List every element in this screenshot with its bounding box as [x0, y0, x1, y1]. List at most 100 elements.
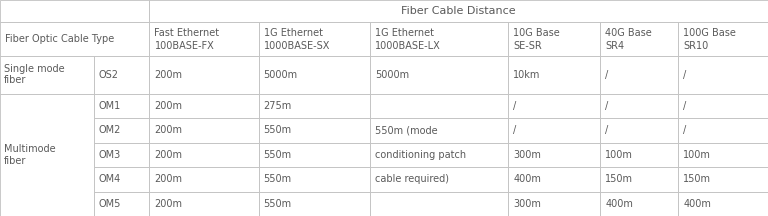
Text: /: /: [605, 101, 608, 111]
Text: 100G Base: 100G Base: [684, 28, 737, 38]
Bar: [94, 94, 150, 118]
Text: conditioning patch: conditioning patch: [376, 150, 466, 160]
Text: Fiber Optic Cable Type: Fiber Optic Cable Type: [5, 34, 114, 44]
Text: 10G Base: 10G Base: [513, 28, 560, 38]
Bar: [0, 0, 150, 22]
Bar: [600, 56, 678, 94]
Text: 550m: 550m: [263, 150, 292, 160]
Text: 200m: 200m: [154, 174, 183, 184]
Bar: [370, 167, 508, 192]
Text: SE-SR: SE-SR: [513, 41, 542, 51]
Text: OM4: OM4: [98, 174, 121, 184]
Bar: [0, 22, 150, 56]
Bar: [678, 22, 768, 56]
Bar: [678, 94, 768, 118]
Bar: [259, 143, 370, 167]
Text: /: /: [605, 125, 608, 135]
Text: /: /: [684, 70, 687, 80]
Bar: [150, 56, 259, 94]
Text: 100m: 100m: [684, 150, 711, 160]
Bar: [600, 22, 678, 56]
Text: 100m: 100m: [605, 150, 633, 160]
Text: 550m: 550m: [263, 125, 292, 135]
Bar: [150, 0, 768, 22]
Text: /: /: [513, 101, 516, 111]
Text: 550m: 550m: [263, 174, 292, 184]
Text: 275m: 275m: [263, 101, 292, 111]
Text: /: /: [513, 125, 516, 135]
Bar: [94, 118, 150, 143]
Text: 300m: 300m: [513, 199, 541, 209]
Text: SR10: SR10: [684, 41, 709, 51]
Text: 40G Base: 40G Base: [605, 28, 652, 38]
Bar: [600, 94, 678, 118]
Text: 550m (mode: 550m (mode: [376, 125, 438, 135]
Bar: [150, 143, 259, 167]
Text: 400m: 400m: [605, 199, 633, 209]
Bar: [259, 118, 370, 143]
Bar: [150, 167, 259, 192]
Text: OS2: OS2: [98, 70, 118, 80]
Bar: [508, 167, 600, 192]
Text: OM2: OM2: [98, 125, 121, 135]
Text: 10km: 10km: [513, 70, 541, 80]
Bar: [678, 56, 768, 94]
Text: 200m: 200m: [154, 199, 183, 209]
Text: 400m: 400m: [684, 199, 711, 209]
Bar: [370, 143, 508, 167]
Bar: [150, 118, 259, 143]
Bar: [508, 22, 600, 56]
Text: /: /: [684, 125, 687, 135]
Text: OM1: OM1: [98, 101, 121, 111]
Text: Fiber Cable Distance: Fiber Cable Distance: [402, 6, 516, 16]
Bar: [0, 56, 94, 94]
Bar: [150, 22, 259, 56]
Text: /: /: [605, 70, 608, 80]
Bar: [0, 94, 94, 216]
Bar: [370, 22, 508, 56]
Text: Multimode
fiber: Multimode fiber: [4, 144, 55, 165]
Bar: [259, 167, 370, 192]
Text: SR4: SR4: [605, 41, 624, 51]
Bar: [94, 143, 150, 167]
Bar: [370, 56, 508, 94]
Text: OM3: OM3: [98, 150, 121, 160]
Bar: [508, 94, 600, 118]
Bar: [150, 192, 259, 216]
Text: Single mode
fiber: Single mode fiber: [4, 64, 65, 85]
Bar: [370, 192, 508, 216]
Bar: [678, 167, 768, 192]
Bar: [678, 143, 768, 167]
Bar: [508, 56, 600, 94]
Text: 200m: 200m: [154, 70, 183, 80]
Bar: [508, 118, 600, 143]
Text: 550m: 550m: [263, 199, 292, 209]
Text: 150m: 150m: [684, 174, 711, 184]
Text: 150m: 150m: [605, 174, 633, 184]
Text: Fast Ethernet: Fast Ethernet: [154, 28, 220, 38]
Text: 200m: 200m: [154, 125, 183, 135]
Text: 400m: 400m: [513, 174, 541, 184]
Bar: [94, 56, 150, 94]
Bar: [600, 143, 678, 167]
Bar: [259, 22, 370, 56]
Text: 1G Ethernet: 1G Ethernet: [376, 28, 434, 38]
Text: /: /: [684, 101, 687, 111]
Bar: [600, 118, 678, 143]
Bar: [370, 94, 508, 118]
Text: 1G Ethernet: 1G Ethernet: [263, 28, 323, 38]
Bar: [678, 118, 768, 143]
Bar: [94, 192, 150, 216]
Text: cable required): cable required): [376, 174, 449, 184]
Text: 1000BASE-LX: 1000BASE-LX: [376, 41, 441, 51]
Bar: [600, 167, 678, 192]
Bar: [600, 192, 678, 216]
Bar: [678, 192, 768, 216]
Bar: [508, 192, 600, 216]
Bar: [259, 94, 370, 118]
Text: 300m: 300m: [513, 150, 541, 160]
Text: 200m: 200m: [154, 101, 183, 111]
Bar: [370, 118, 508, 143]
Text: 5000m: 5000m: [376, 70, 409, 80]
Text: 200m: 200m: [154, 150, 183, 160]
